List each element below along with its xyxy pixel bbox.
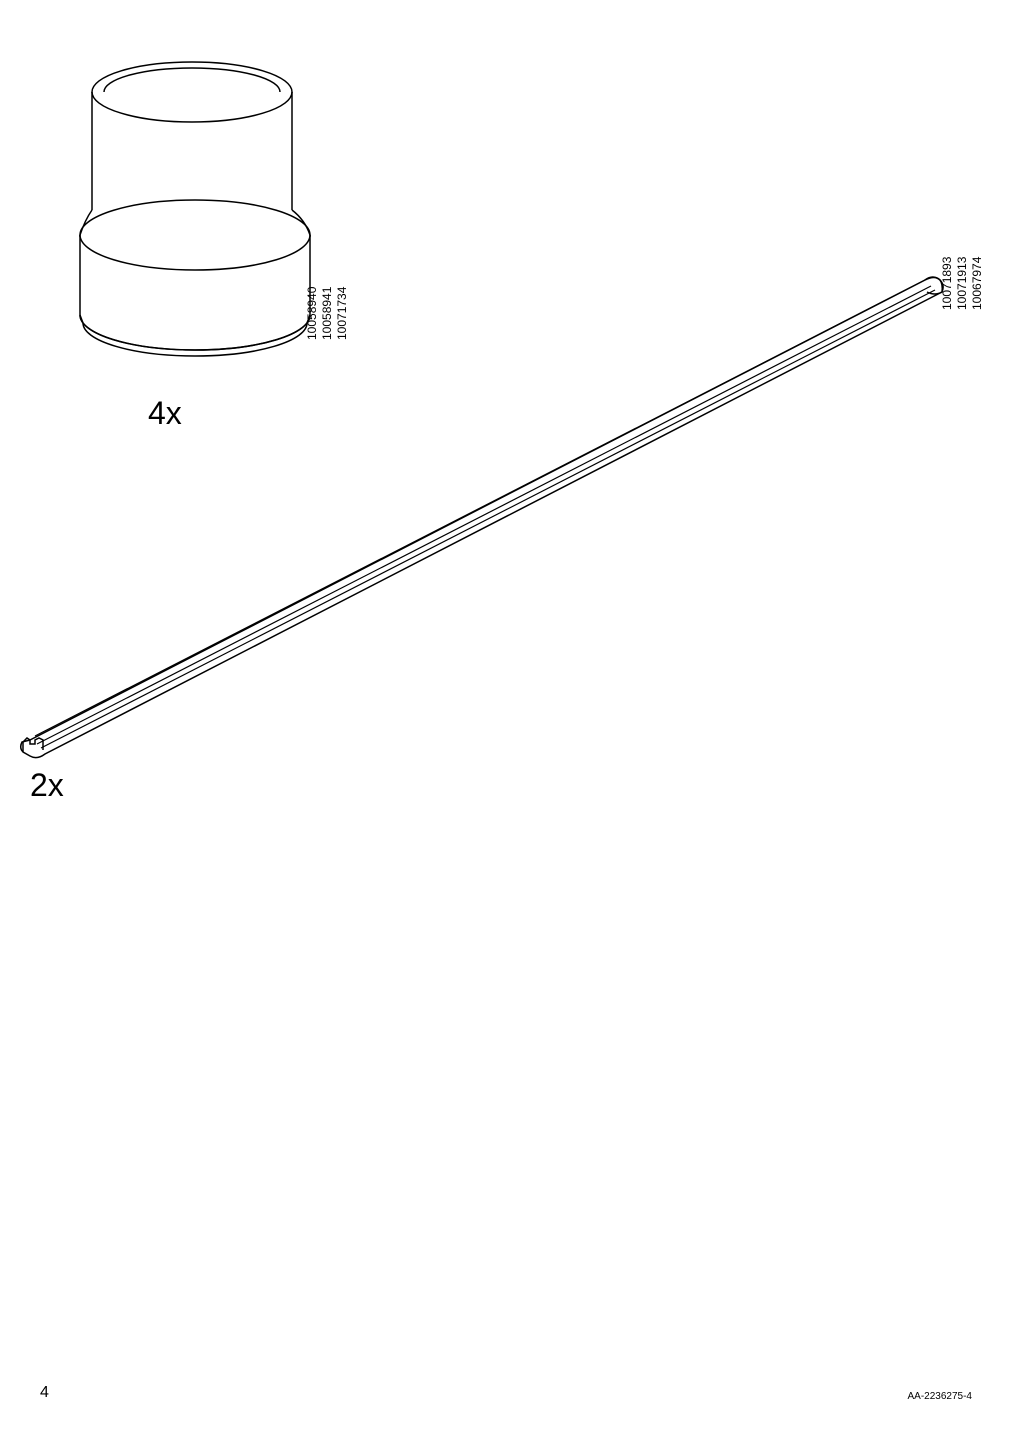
rail-part-numbers: 10071893 10071913 10067974 xyxy=(940,257,985,310)
rail-part-number-2: 10071913 xyxy=(955,257,970,310)
rail-svg xyxy=(15,270,955,770)
document-reference: AA-2236275-4 xyxy=(908,1391,973,1402)
page-number: 4 xyxy=(40,1384,49,1402)
rail-quantity-label: 2x xyxy=(30,767,64,804)
rail-component-illustration xyxy=(15,270,955,770)
rail-part-number-1: 10071893 xyxy=(940,257,955,310)
instruction-page: 10058940 10058941 10071734 4x 10071893 1… xyxy=(0,0,1012,1432)
rail-part-number-3: 10067974 xyxy=(970,257,985,310)
